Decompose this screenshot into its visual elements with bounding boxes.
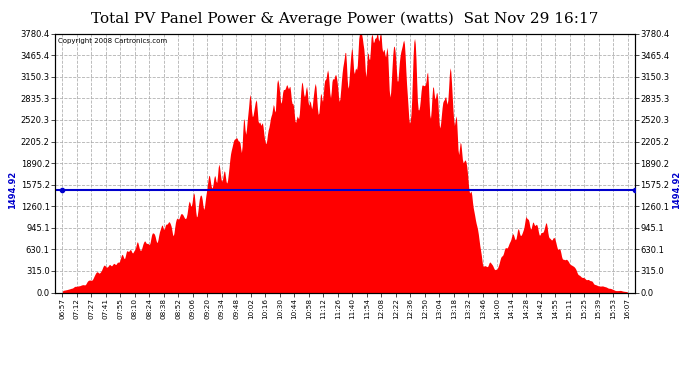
Text: 1494.92: 1494.92 bbox=[8, 171, 17, 209]
Text: 1494.92: 1494.92 bbox=[673, 171, 682, 209]
Text: Total PV Panel Power & Average Power (watts)  Sat Nov 29 16:17: Total PV Panel Power & Average Power (wa… bbox=[91, 11, 599, 26]
Text: Copyright 2008 Cartronics.com: Copyright 2008 Cartronics.com bbox=[58, 38, 167, 44]
